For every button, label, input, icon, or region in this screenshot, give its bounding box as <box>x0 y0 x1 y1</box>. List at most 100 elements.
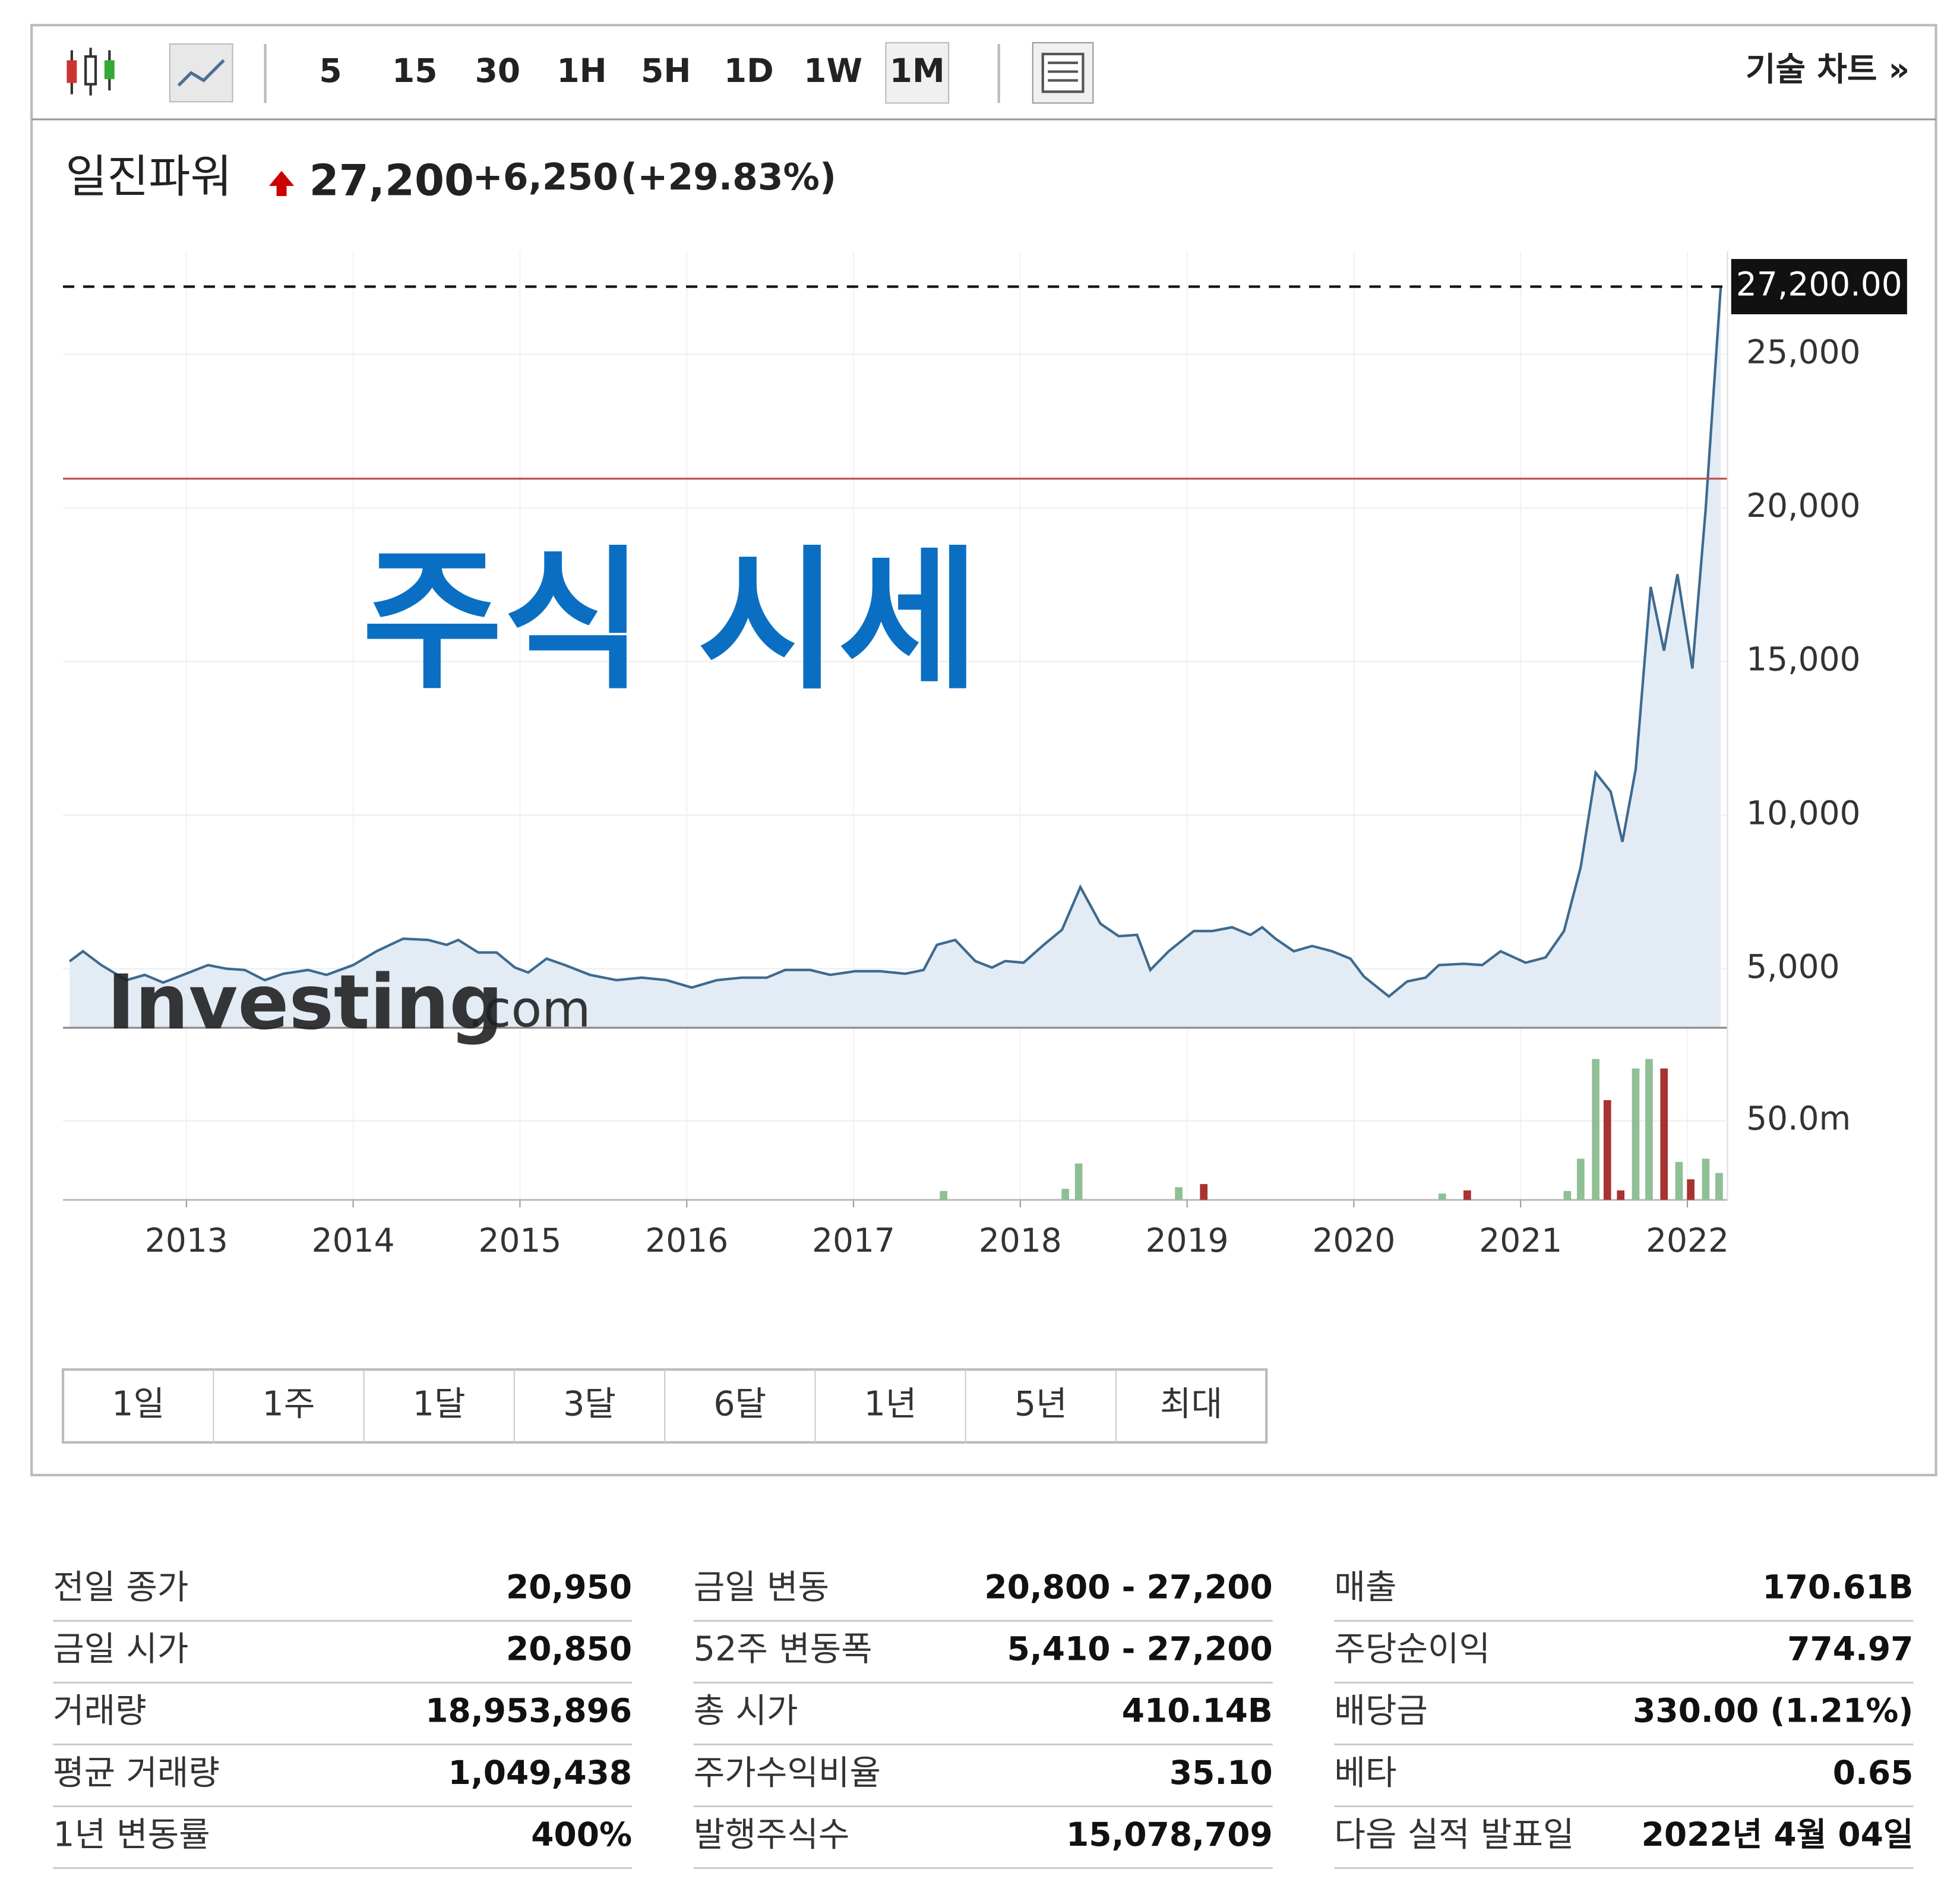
stat-label: 금일 변동 <box>694 1568 829 1607</box>
volume-bar <box>1576 1158 1585 1200</box>
x-tick-label: 2016 <box>645 1221 728 1259</box>
volume-bar <box>1200 1184 1208 1200</box>
x-tick-label: 2019 <box>1146 1221 1229 1259</box>
stock-name: 일진파워 <box>65 150 232 203</box>
range-buttons: 1일 1주 1달 3달 6달 1년 5년 최대 <box>61 1368 1268 1444</box>
stat-label: 주가수익비율 <box>694 1753 881 1792</box>
interval-button[interactable]: 30 <box>475 52 521 90</box>
volume-bar <box>1563 1191 1572 1200</box>
range-button[interactable]: 최대 <box>1160 1384 1222 1423</box>
x-tick-label: 2022 <box>1646 1221 1729 1259</box>
stat-value: 400% <box>531 1815 632 1853</box>
range-button[interactable]: 1주 <box>263 1384 315 1423</box>
intervals: 5 15 30 1H 5H 1D 1W 1M <box>319 52 944 90</box>
y-tick-label: 25,000 <box>1746 333 1860 371</box>
range-button[interactable]: 6달 <box>713 1384 766 1423</box>
stat-value: 20,800 - 27,200 <box>984 1568 1272 1606</box>
stat-value: 20,850 <box>506 1630 632 1668</box>
overlay-title: 주식 시세 <box>362 531 979 710</box>
y2-tick-label: 50.0m <box>1746 1100 1851 1138</box>
stat-label: 평균 거래량 <box>53 1753 220 1792</box>
last-price-box <box>1731 258 1907 315</box>
volume-bar <box>1463 1190 1471 1200</box>
volume-bar <box>1061 1189 1069 1200</box>
interval-button[interactable]: 1M <box>890 52 945 90</box>
stat-value: 2022년 4월 04일 <box>1642 1815 1914 1853</box>
stat-label: 주당순이익 <box>1334 1630 1490 1669</box>
stat-label: 금일 시가 <box>53 1630 188 1669</box>
news-icon[interactable] <box>1032 42 1094 104</box>
stat-label: 1년 변동률 <box>53 1815 210 1854</box>
technical-chart-link[interactable]: 기술 차트 » <box>1746 50 1910 89</box>
x-tick-label: 2014 <box>312 1221 395 1259</box>
interval-button[interactable]: 15 <box>392 52 438 90</box>
volume-bar <box>1603 1100 1611 1200</box>
interval-button[interactable]: 1D <box>724 52 774 90</box>
volume-bar <box>1632 1068 1640 1200</box>
change: +6,250 <box>473 156 618 198</box>
stat-value: 20,950 <box>506 1568 632 1606</box>
y-tick-label: 15,000 <box>1746 640 1860 678</box>
interval-button[interactable]: 1W <box>804 52 862 90</box>
active-interval-bg <box>885 42 950 104</box>
x-tick-label: 2021 <box>1479 1221 1562 1259</box>
stat-value: 170.61B <box>1762 1568 1913 1606</box>
interval-button[interactable]: 1H <box>557 52 606 90</box>
watermark-brand: Investing <box>107 958 503 1046</box>
stat-label: 발행주식수 <box>694 1815 850 1854</box>
price-line <box>68 286 1722 999</box>
volume-bar <box>1592 1059 1599 1200</box>
stat-value: 35.10 <box>1169 1754 1273 1792</box>
interval-button[interactable]: 5H <box>641 52 691 90</box>
volume-bar <box>1438 1193 1446 1200</box>
volume-bar <box>1074 1163 1083 1200</box>
volume-bar <box>940 1191 948 1200</box>
change-pct: (+29.83%) <box>621 156 836 198</box>
y-tick-label: 10,000 <box>1746 794 1860 832</box>
range-button[interactable]: 1달 <box>413 1384 466 1423</box>
volume-bar <box>1175 1187 1183 1200</box>
stat-value: 15,078,709 <box>1066 1815 1273 1853</box>
stat-label: 베타 <box>1334 1753 1396 1792</box>
price: 27,200 <box>309 155 474 205</box>
stat-value: 0.65 <box>1833 1754 1914 1792</box>
last-price-label: 27,200.00 <box>1736 266 1902 304</box>
range-button[interactable]: 5년 <box>1014 1384 1067 1423</box>
range-button[interactable]: 1일 <box>112 1384 165 1423</box>
stat-label: 다음 실적 발표일 <box>1334 1815 1574 1854</box>
range-button[interactable]: 3달 <box>563 1384 616 1423</box>
stat-label: 매출 <box>1334 1568 1396 1607</box>
stat-label: 총 시가 <box>694 1691 798 1731</box>
stat-label: 52주 변동폭 <box>694 1630 872 1669</box>
volume-bar <box>1675 1161 1683 1200</box>
chart-frame <box>30 24 1937 1477</box>
x-tick-label: 2013 <box>145 1221 228 1259</box>
x-tick-label: 2020 <box>1312 1221 1395 1259</box>
stat-label: 배당금 <box>1334 1691 1428 1731</box>
stat-value: 1,049,438 <box>448 1754 633 1792</box>
watermark-suffix: .com <box>467 980 591 1038</box>
plot: 5,000 10,000 15,000 20,000 25,000 2013 2014 201… <box>63 251 1907 1259</box>
stat-label: 거래량 <box>53 1691 147 1731</box>
volume-bar <box>1645 1059 1653 1200</box>
volume-bar <box>1702 1158 1710 1200</box>
price-area <box>69 286 1721 1028</box>
stat-value: 5,410 - 27,200 <box>1007 1630 1273 1668</box>
interval-button[interactable]: 5 <box>319 52 342 90</box>
volume-bar <box>1660 1068 1668 1200</box>
stat-label: 전일 종가 <box>53 1568 188 1607</box>
stat-value: 774.97 <box>1787 1630 1913 1668</box>
volume-bar <box>1715 1173 1723 1200</box>
candle-icon[interactable] <box>67 48 115 96</box>
x-tick-label: 2018 <box>979 1221 1062 1259</box>
x-tick-label: 2017 <box>812 1221 895 1259</box>
up-arrow <box>268 170 295 196</box>
line-icon[interactable] <box>169 43 233 103</box>
volume-bar <box>1687 1179 1695 1200</box>
y-tick-label: 20,000 <box>1746 487 1860 525</box>
x-tick-label: 2015 <box>478 1221 561 1259</box>
range-button[interactable]: 1년 <box>864 1384 917 1423</box>
stat-value: 18,953,896 <box>425 1692 632 1730</box>
